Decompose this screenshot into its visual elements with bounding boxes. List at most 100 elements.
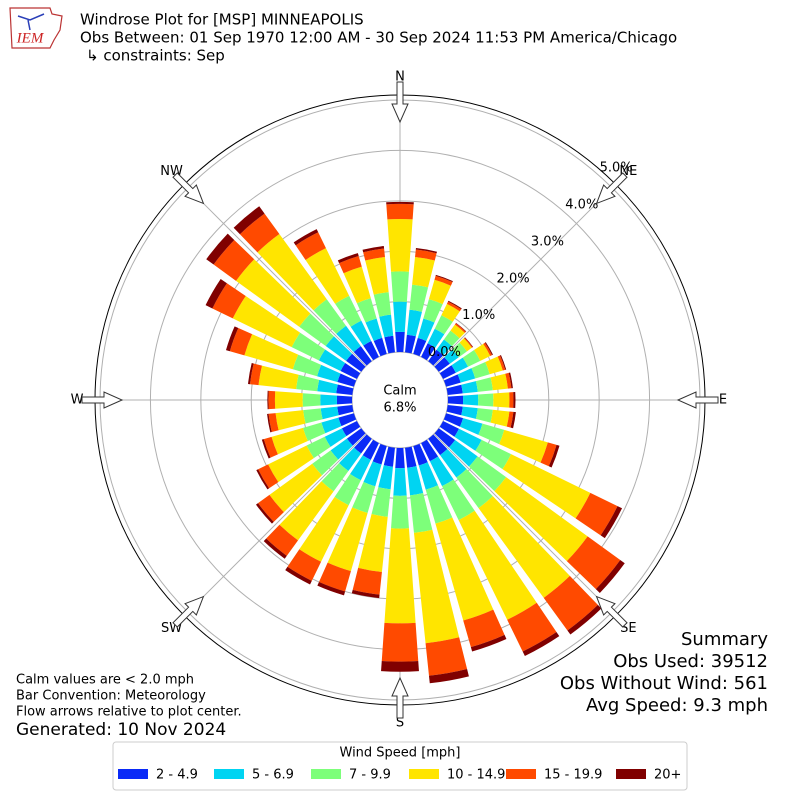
bar-segment [287, 549, 322, 581]
bar-segment [428, 279, 451, 305]
flow-arrow [391, 81, 409, 124]
bar-segment [449, 440, 478, 467]
bar-segment [299, 497, 349, 562]
chart-subtitle: Obs Between: 01 Sep 1970 12:00 AM - 30 S… [80, 29, 677, 47]
summary-line: Obs Without Wind: 561 [560, 673, 768, 694]
direction-label: N [395, 70, 405, 85]
bar-segment [212, 283, 246, 319]
bar-segment [274, 391, 303, 409]
legend-swatch [118, 769, 148, 779]
bar-segment [268, 390, 276, 410]
bar-segment [256, 469, 270, 490]
bar-segment [475, 439, 512, 470]
calm-value: 6.8% [383, 401, 416, 416]
bar-segment [384, 335, 395, 354]
bar-segment [233, 206, 265, 235]
bar-segment [509, 392, 514, 408]
bar-segment [436, 339, 452, 356]
bar-segment [508, 372, 513, 389]
bar-segment [468, 456, 507, 492]
bar-segment [413, 529, 460, 644]
bar-segment [257, 233, 327, 311]
bar-segment [502, 454, 591, 519]
bar-segment [443, 374, 461, 387]
legend-label: 20+ [654, 768, 681, 783]
bar-segment [412, 257, 435, 288]
bar-segment [443, 413, 464, 427]
bar-segment [451, 357, 469, 373]
bar-segment [353, 346, 372, 366]
bar-segment [365, 257, 389, 295]
bar-segment [350, 320, 372, 346]
legend-swatch [214, 769, 244, 779]
bar-segment [205, 279, 227, 309]
bar-segment [429, 456, 454, 487]
bar-segment [330, 438, 353, 460]
bar-segment [483, 342, 493, 356]
flow-arrow [172, 172, 205, 205]
bar-segment [461, 406, 478, 419]
bar-segment [406, 309, 422, 337]
bar-segment [439, 421, 459, 437]
bar-segment [425, 637, 468, 676]
bar-segment [478, 423, 505, 445]
bar-segment [510, 411, 516, 429]
bar-segment [513, 391, 516, 409]
bar-segment [271, 427, 308, 455]
bar-segment [373, 337, 387, 357]
bar-segment [441, 303, 460, 322]
bar-segment [490, 373, 508, 391]
bar-segment [258, 365, 299, 390]
legend-title: Wind Speed [mph] [340, 746, 461, 761]
bar-segment [351, 589, 380, 599]
bar-segment [320, 406, 339, 420]
bar-segment [405, 334, 416, 354]
bar-segment [239, 213, 280, 253]
grid-spoke [183, 183, 367, 367]
bar-segment [497, 355, 506, 371]
bar-segment [372, 443, 387, 465]
grid-spoke [183, 433, 367, 617]
bar-segment [266, 524, 299, 556]
bar-segment [435, 274, 453, 283]
bar-segment [409, 284, 429, 312]
bar-segment [567, 604, 602, 635]
note: Bar Convention: Meteorology [16, 689, 206, 704]
bar-segment [474, 343, 491, 361]
bar-segment [292, 354, 322, 377]
bar-segment [358, 514, 388, 573]
bar-segment [454, 428, 482, 451]
bar-segment [268, 413, 279, 432]
bar-segment [471, 362, 490, 379]
bar-segment [478, 496, 570, 598]
chart-title: Windrose Plot for [MSP] MINNEAPOLIS [80, 11, 364, 29]
bar-segment [383, 446, 395, 467]
bar-segment [352, 567, 382, 595]
bar-segment [427, 328, 445, 348]
bar-segment [447, 395, 464, 405]
bar-segment [485, 356, 503, 375]
bar-segment [263, 538, 287, 559]
bar-segment [566, 536, 621, 590]
bar-segment [462, 350, 481, 367]
bar-segment [459, 418, 483, 435]
bar-segment [413, 443, 428, 466]
bar-segment [428, 349, 444, 366]
generated: Generated: 10 Nov 2024 [16, 720, 226, 740]
bar-segment [363, 248, 385, 261]
bar-segment [269, 463, 322, 513]
bar-segment [293, 229, 319, 246]
bar-segment [543, 575, 598, 631]
bar-segment [261, 439, 271, 459]
bar-segment [356, 298, 377, 323]
bar-segment [418, 462, 438, 490]
bar-segment [439, 365, 456, 379]
bar-segment [285, 566, 312, 585]
bar-segment [405, 446, 417, 468]
bar-segment [337, 373, 357, 387]
legend-label: 7 - 9.9 [349, 768, 391, 783]
bar-segment [320, 394, 338, 406]
bar-segment [395, 331, 405, 353]
bar-segment [575, 492, 618, 536]
